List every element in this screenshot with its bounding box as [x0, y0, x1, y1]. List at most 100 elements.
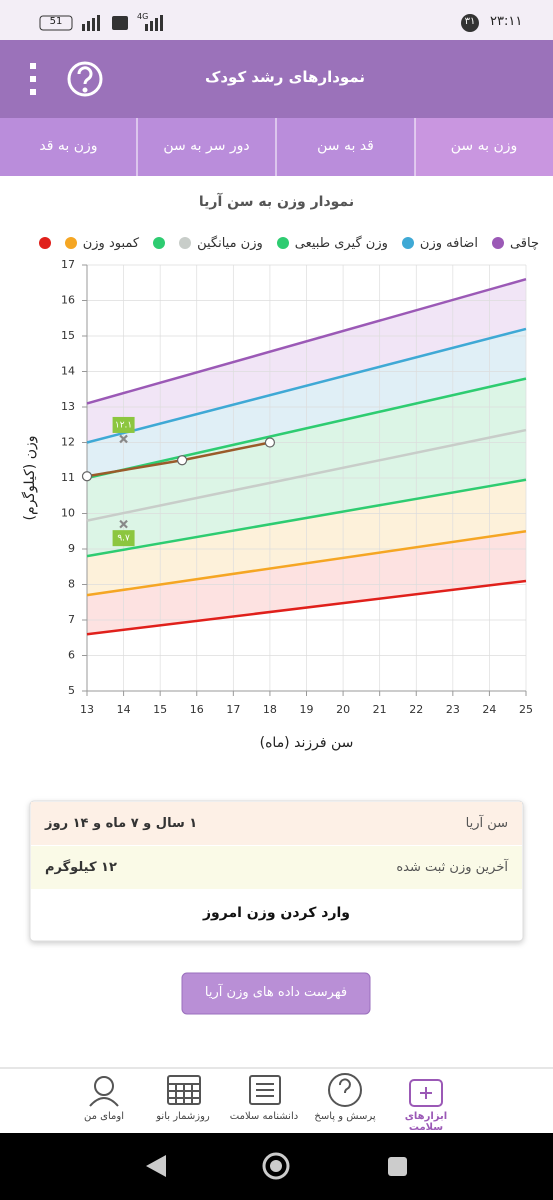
- y-tick-label: 6: [68, 649, 75, 662]
- x-tick-label: 14: [117, 703, 131, 716]
- info-label: آخرین وزن ثبت شده: [396, 860, 508, 875]
- x-tick-label: 19: [300, 703, 314, 716]
- y-axis-label: وزن (کیلوگرم): [22, 435, 38, 521]
- legend-item: کمبود وزن: [64, 233, 140, 253]
- legend-swatch: [276, 237, 289, 249]
- series-line: [86, 478, 527, 558]
- value-label-bg: [112, 530, 135, 547]
- menu-icon[interactable]: [30, 63, 36, 95]
- series-line: [86, 530, 527, 597]
- home-dot: [270, 1160, 282, 1172]
- x-tick-label: 25: [519, 703, 533, 716]
- x-tick-label: 16: [190, 703, 204, 716]
- notification-badge: [461, 14, 479, 32]
- x-tick-label: 15: [153, 703, 167, 716]
- legend-item: چاقی: [491, 233, 539, 253]
- legend-label: چاقی: [509, 235, 539, 251]
- x-tick-label: 24: [482, 703, 496, 716]
- x-tick-label: 13: [80, 703, 94, 716]
- legend-item: اضافه وزن: [401, 233, 478, 253]
- legend-item: وزن گیری طبیعی: [276, 233, 388, 253]
- series-line: [86, 428, 527, 522]
- x-tick-label: 20: [336, 703, 350, 716]
- app-header: [0, 40, 553, 118]
- clock: ۲۳:۱۱: [490, 14, 523, 29]
- badge-count: ۳۱: [464, 16, 476, 27]
- x-tick-label: 22: [409, 703, 423, 716]
- active-tab: [415, 118, 553, 176]
- child-point: [177, 455, 188, 466]
- tab[interactable]: دور سر به سن: [163, 138, 250, 154]
- info-value: ۱۲ کیلوگرم: [45, 860, 117, 875]
- y-tick-label: 13: [61, 400, 75, 413]
- help-icon[interactable]: [67, 61, 103, 97]
- battery-level: 51: [49, 16, 63, 27]
- info-row-bg: [31, 802, 522, 845]
- x-tick-label: 17: [226, 703, 240, 716]
- y-tick-label: 15: [61, 329, 75, 342]
- legend-swatch: [401, 237, 414, 249]
- child-point: [81, 471, 93, 482]
- y-tick-label: 9: [68, 542, 75, 555]
- page-title: نمودارهای رشد کودک: [204, 68, 366, 86]
- y-tick-label: 14: [61, 365, 75, 378]
- nav-item[interactable]: اومای من: [84, 1111, 124, 1122]
- y-tick-label: 11: [61, 471, 75, 484]
- reference-point: [119, 519, 128, 529]
- legend: چاقی اضافه وزن وزن گیری طبیعی وزن میانگین کم…: [6, 233, 539, 253]
- x-axis-label: سن فرزند (ماه): [259, 735, 354, 751]
- network-type: 4G: [137, 12, 149, 21]
- y-tick-label: 17: [61, 258, 75, 271]
- legend-swatch: [153, 237, 166, 249]
- legend-swatch: [491, 237, 504, 249]
- tab[interactable]: قد به سن: [317, 138, 374, 154]
- signal-icons: [39, 15, 163, 31]
- legend-label: کمبود وزن: [82, 235, 140, 251]
- legend-item: [38, 233, 51, 253]
- info-row-bg: [31, 846, 522, 889]
- y-tick-label: 16: [61, 294, 75, 307]
- chart-title: نمودار وزن به سن آریا: [198, 194, 355, 210]
- series-line: [86, 327, 527, 444]
- info-row: آخرین وزن ثبت شده ۱۲ کیلوگرم: [31, 846, 522, 889]
- y-tick-label: 10: [61, 507, 75, 520]
- reference-point: [119, 434, 128, 444]
- y-tick-label: 8: [68, 578, 75, 591]
- nav-item[interactable]: روزشمار بانو: [156, 1111, 210, 1122]
- legend-item: [153, 233, 166, 253]
- home-button[interactable]: [262, 1152, 290, 1180]
- series-line: [86, 579, 527, 636]
- x-tick-label: 18: [263, 703, 277, 716]
- info-label: سن آریا: [465, 816, 508, 831]
- legend-swatch: [64, 237, 77, 249]
- info-row: سن آریا ۱ سال و ۷ ماه و ۱۴ روز: [31, 802, 522, 845]
- recents-button[interactable]: [388, 1157, 407, 1176]
- legend-label: وزن گیری طبیعی: [294, 235, 388, 251]
- list-button[interactable]: [181, 972, 371, 1015]
- legend-swatch: [38, 237, 51, 249]
- legend-label: اضافه وزن: [419, 235, 478, 251]
- legend-item: وزن میانگین: [179, 233, 263, 253]
- y-tick-label: 7: [68, 613, 75, 626]
- list-button-label[interactable]: فهرست داده های وزن آریا: [204, 985, 348, 1000]
- info-value: ۱ سال و ۷ ماه و ۱۴ روز: [45, 816, 198, 831]
- y-tick-label: 12: [61, 436, 75, 449]
- child-point: [264, 437, 276, 448]
- legend-label: وزن میانگین: [197, 235, 263, 251]
- nav-item[interactable]: دانشنامه سلامت: [229, 1111, 299, 1122]
- enter-weight[interactable]: وارد کردن وزن امروز: [203, 905, 350, 921]
- nav-icons: [89, 1073, 443, 1107]
- nav-item[interactable]: پرسش و پاسخ: [314, 1111, 376, 1122]
- series-line: [86, 277, 527, 405]
- nav-item[interactable]: ابزارهای سلامت: [404, 1111, 448, 1133]
- tab[interactable]: وزن به سن: [450, 138, 518, 154]
- legend-swatch: [179, 237, 192, 249]
- value-label-bg: [112, 416, 135, 433]
- back-button[interactable]: [146, 1155, 166, 1177]
- value-label: ۱۲.۱: [115, 420, 132, 430]
- series-line: [86, 377, 527, 480]
- x-tick-label: 21: [373, 703, 387, 716]
- tab[interactable]: وزن به قد: [39, 138, 98, 154]
